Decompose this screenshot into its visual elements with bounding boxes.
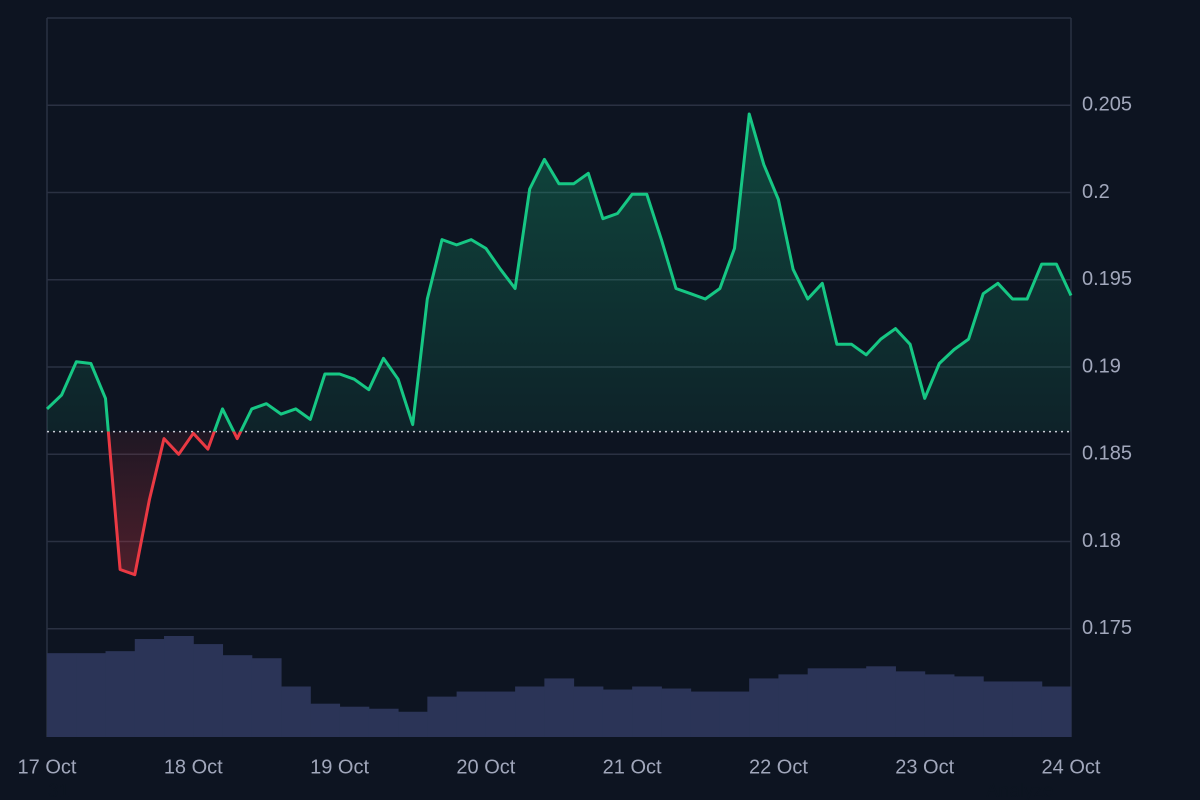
footer-text: Analyze	[986, 781, 1054, 800]
volume-bar	[602, 689, 633, 737]
volume-bar	[222, 655, 253, 737]
volume-bar	[632, 686, 662, 737]
volume-bar	[368, 708, 399, 737]
volume-bar	[749, 678, 779, 737]
volume-bar	[427, 696, 458, 737]
y-tick-label: 0.205	[1082, 94, 1132, 116]
volume-bar	[573, 686, 604, 737]
volume-bar	[456, 691, 487, 737]
y-tick-label: 0.195	[1082, 268, 1132, 290]
volume-bar	[836, 668, 867, 737]
y-tick-label: 0.2	[1082, 181, 1110, 203]
volume-bar	[398, 711, 428, 737]
x-tick-label: 23 Oct	[895, 756, 954, 778]
volume-bar	[983, 681, 1013, 737]
x-tick-label: 21 Oct	[603, 756, 662, 778]
volume-bar	[515, 686, 545, 737]
price-area	[47, 114, 1071, 575]
volume-bar	[1041, 686, 1072, 737]
y-tick-label: 0.185	[1082, 443, 1132, 465]
volume-bar	[339, 706, 370, 737]
volume-bar	[47, 653, 77, 737]
footer-text: 31	[48, 781, 69, 800]
volume-bar	[807, 668, 838, 737]
volume-bar	[134, 639, 165, 737]
volume-bar	[544, 678, 575, 737]
x-tick-label: 24 Oct	[1042, 756, 1101, 778]
volume-bar	[193, 644, 224, 737]
volume-bar	[1012, 681, 1043, 737]
volume-bar	[778, 674, 809, 737]
x-tick-label: 18 Oct	[164, 756, 223, 778]
volume-bar	[310, 703, 341, 737]
x-tick-label: 17 Oct	[18, 756, 77, 778]
volume-bar	[251, 658, 282, 737]
volume-bar	[76, 653, 107, 737]
y-tick-label: 0.175	[1082, 617, 1132, 639]
x-tick-label: 20 Oct	[456, 756, 515, 778]
volume-bar	[895, 671, 926, 737]
volume-bar	[953, 676, 984, 737]
volume-bar	[105, 651, 136, 737]
volume-bar	[719, 691, 750, 737]
volume-bar	[485, 691, 516, 737]
x-tick-label: 22 Oct	[749, 756, 808, 778]
volume-bar	[281, 686, 311, 737]
volume-bar	[924, 674, 955, 737]
volume-bar	[690, 691, 721, 737]
y-tick-label: 0.19	[1082, 355, 1121, 377]
x-tick-label: 19 Oct	[310, 756, 369, 778]
y-tick-label: 0.18	[1082, 530, 1121, 552]
price-line	[45, 112, 1073, 577]
volume-bar	[866, 666, 896, 737]
volume-bar	[164, 636, 194, 737]
volume-bar	[661, 688, 692, 737]
